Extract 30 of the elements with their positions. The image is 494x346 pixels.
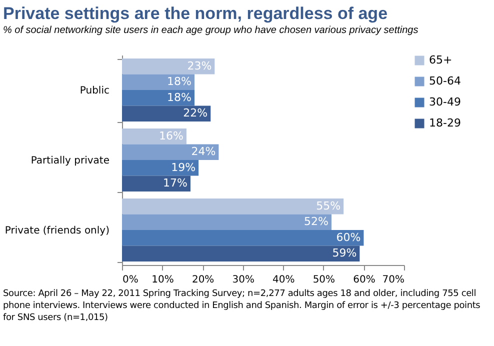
data-label: 19% [171,160,196,174]
data-label: 52% [304,215,328,228]
x-tick-label: 40% [272,274,295,286]
x-tick-label: 10% [152,274,174,286]
data-label: 23% [187,59,212,72]
chart-title: Private settings are the norm, regardless of age [2,3,389,24]
data-label: 24% [191,145,216,158]
x-tick-label: 20% [192,274,214,286]
y-tick-label: Private (friends only) [4,226,110,236]
source-note: Source: April 26 – May 22, 2011 Spring Tracking Survey; n=2,277 adults ages 18 and older, including 755 cell phone interviews. Interviews were conducted in English and Spanish. Margin of error is +/-3 percentage points for SNS users (n=1,015) [2,288,482,324]
legend-label: 18-29 [429,116,461,130]
x-tick-label: 50% [312,274,336,286]
y-tick-label: Partially private [30,156,110,166]
legend-label: 65+ [429,54,452,66]
y-tick-label: Public [80,86,110,96]
data-label: 17% [163,176,188,190]
data-label: 22% [183,106,208,120]
x-tick-label: 70% [382,274,404,286]
x-tick-label: 0% [122,274,138,286]
data-label: 16% [159,129,184,142]
x-tick-label: 60% [353,274,376,286]
data-label: 59% [332,246,357,260]
data-label: 18% [167,75,192,88]
x-tick-label: 30% [232,274,254,286]
data-label: 55% [316,199,341,212]
legend-label: 50-64 [429,74,461,88]
legend-label: 30-49 [429,96,461,108]
data-label: 18% [167,90,192,104]
data-label: 60% [336,230,361,244]
chart-subtitle: % of social networking site users in each age group who have chosen various privacy settings [2,24,420,36]
